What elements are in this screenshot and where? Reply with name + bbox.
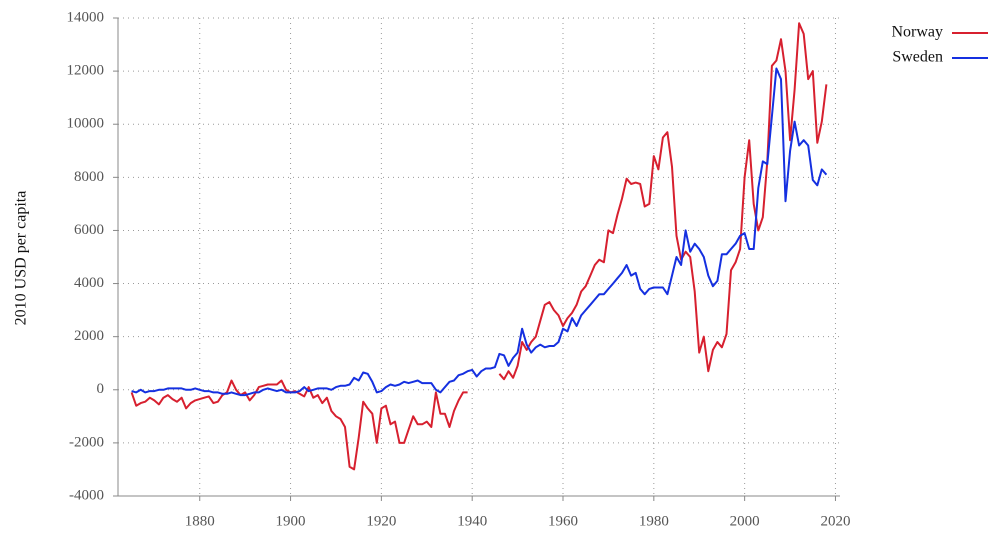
y-tick-label: -4000	[69, 487, 104, 503]
line-series	[130, 22, 828, 471]
x-tick-label: 1920	[366, 513, 396, 529]
legend-label: Sweden	[892, 49, 943, 66]
y-tick-label: 2000	[74, 328, 104, 344]
x-tick-label: 1980	[639, 513, 669, 529]
y-tick-label: 4000	[74, 275, 104, 291]
x-tick-label: 1900	[276, 513, 306, 529]
y-tick-label: 12000	[67, 63, 105, 79]
y-tick-label: 14000	[67, 9, 105, 25]
y-axis-title: 2010 USD per capita	[13, 191, 30, 326]
y-tick-label: 8000	[74, 169, 104, 185]
y-tick-label: 10000	[67, 116, 105, 132]
x-tick-label: 1960	[548, 513, 578, 529]
y-tick-label: -2000	[69, 434, 104, 450]
line-series	[131, 67, 828, 397]
y-tick-label: 0	[97, 381, 105, 397]
legend-label: Norway	[891, 24, 943, 41]
x-tick-label: 2020	[820, 513, 850, 529]
x-tick-label: 1880	[185, 513, 215, 529]
x-tick-label: 1940	[457, 513, 487, 529]
y-tick-label: 6000	[74, 222, 104, 238]
x-tick-label: 2000	[730, 513, 760, 529]
